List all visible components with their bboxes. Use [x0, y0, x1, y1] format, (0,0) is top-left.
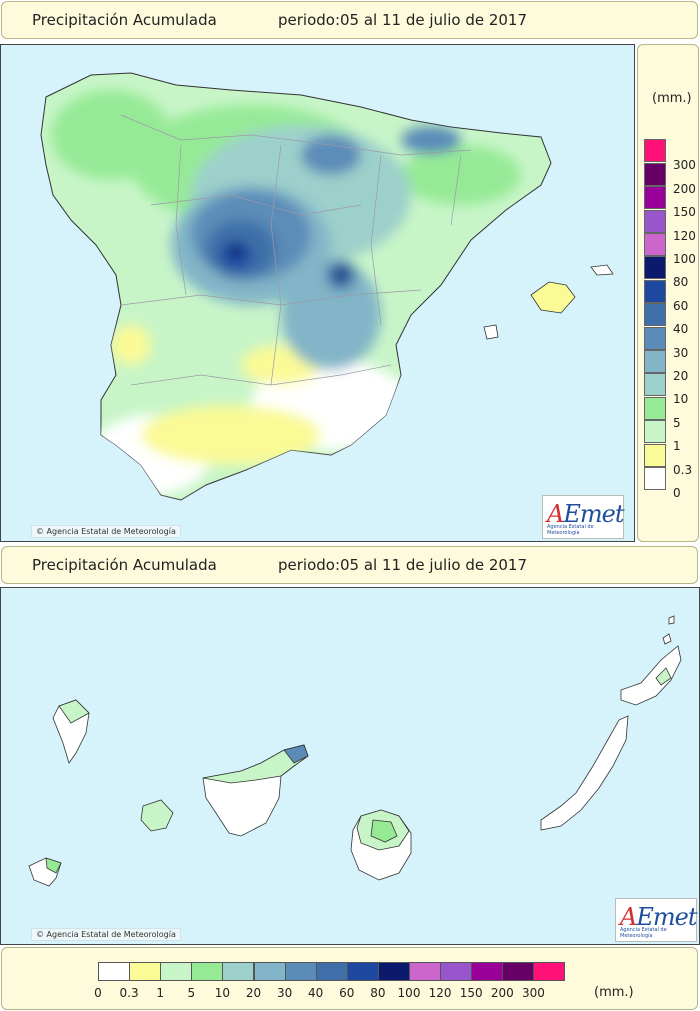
- map-title: Precipitación Acumulada: [32, 556, 217, 574]
- legend-swatch: [644, 396, 666, 420]
- top-title-bar: Precipitación Acumulada periodo:05 al 11…: [1, 1, 698, 39]
- legend-label: 30: [276, 986, 293, 1000]
- legend-label: 300: [521, 986, 545, 1000]
- legend-label: 80: [370, 986, 386, 1000]
- legend-label: 30: [673, 345, 689, 360]
- legend-label: 120: [673, 228, 696, 243]
- legend-label: 100: [397, 986, 421, 1000]
- canary-map-graphic: [28, 615, 682, 887]
- legend-label: 0.3: [119, 986, 139, 1000]
- legend-swatch: [409, 962, 442, 981]
- legend-swatch: [253, 962, 286, 981]
- legend-label: 20: [673, 369, 689, 383]
- legend-vertical: (mm.) 0 0.3 1 5 10 20 30 40 60 80 100 120 150 200 300: [637, 44, 699, 542]
- canary-map: © Agencia Estatal de Meteorología AEmet …: [0, 587, 700, 945]
- legend-label: 1: [673, 439, 681, 454]
- peninsula-map-graphic: [40, 72, 614, 501]
- map-period: periodo:05 al 11 de julio de 2017: [278, 556, 528, 574]
- legend-label: 0: [673, 486, 681, 500]
- balearic-islands: [483, 264, 614, 340]
- legend-label: 10: [214, 986, 231, 1000]
- legend-swatch: [377, 962, 410, 981]
- legend-swatch: [644, 420, 666, 444]
- legend-label: 5: [187, 986, 196, 1000]
- legend-swatch: [644, 350, 666, 373]
- legend-swatch: [502, 962, 535, 981]
- legend-label: 200: [490, 986, 514, 1000]
- peninsula-map: © Agencia Estatal de Meteorología AEmet …: [0, 44, 635, 542]
- legend-label: 5: [673, 415, 681, 430]
- canary-islands: [28, 615, 682, 887]
- legend-swatch: [644, 303, 666, 327]
- legend-swatch: [644, 139, 666, 163]
- legend-label: 1: [156, 986, 164, 1000]
- legend-swatch: [644, 256, 666, 280]
- legend-swatch: [284, 962, 317, 981]
- aemet-logo: AEmet Agencia Estatal de Meteorología: [615, 898, 697, 942]
- map-period: periodo:05 al 11 de julio de 2017: [278, 11, 528, 29]
- legend-horizontal: 0 0.3 1 5 10 20 30 40 60 80 100 120 150 200 300 (mm.): [1, 947, 698, 1010]
- legend-label: 100: [673, 252, 696, 266]
- legend-swatch: [160, 962, 193, 981]
- legend-swatch: [644, 279, 666, 303]
- legend-label: 300: [673, 158, 696, 173]
- legend-label: 120: [428, 986, 452, 1000]
- legend-swatch: [644, 233, 666, 256]
- copyright-notice: © Agencia Estatal de Meteorología: [31, 928, 181, 941]
- legend-swatch: [471, 962, 504, 981]
- legend-swatch: [644, 373, 666, 397]
- region-borders: [120, 114, 472, 386]
- legend-label: 10: [673, 392, 689, 407]
- legend-swatch: [644, 326, 666, 350]
- legend-label: 40: [673, 322, 689, 337]
- legend-label: 150: [673, 205, 696, 220]
- legend-label: 0: [94, 986, 102, 1000]
- legend-label: 60: [673, 298, 689, 313]
- legend-label: 150: [459, 986, 483, 1000]
- bottom-title-bar: Precipitación Acumulada periodo:05 al 11…: [1, 546, 698, 584]
- legend-label: 200: [673, 181, 696, 196]
- legend-swatch: [98, 962, 131, 981]
- legend-swatch: [346, 962, 379, 981]
- legend-swatch: [644, 209, 666, 233]
- legend-label: 0.3: [673, 462, 693, 477]
- legend-label: 20: [245, 986, 262, 1000]
- legend-swatch: [644, 186, 666, 210]
- legend-label: 60: [339, 986, 355, 1000]
- legend-swatch: [191, 962, 224, 981]
- legend-unit: (mm.): [652, 91, 692, 106]
- legend-swatch: [644, 467, 666, 490]
- aemet-logo: AEmet Agencia Estatal de Meteorología: [542, 495, 624, 539]
- legend-swatch: [440, 962, 473, 981]
- legend-label: 40: [308, 986, 324, 1000]
- legend-swatch: [644, 162, 666, 186]
- legend-swatch: [222, 962, 255, 981]
- legend-label: 80: [673, 275, 689, 290]
- legend-swatch: [644, 443, 666, 467]
- legend-unit: (mm.): [594, 985, 634, 1000]
- legend-swatch: [129, 962, 162, 981]
- legend-swatch: [315, 962, 348, 981]
- copyright-notice: © Agencia Estatal de Meteorología: [31, 525, 181, 538]
- legend-swatch: [533, 962, 566, 981]
- map-title: Precipitación Acumulada: [32, 11, 217, 29]
